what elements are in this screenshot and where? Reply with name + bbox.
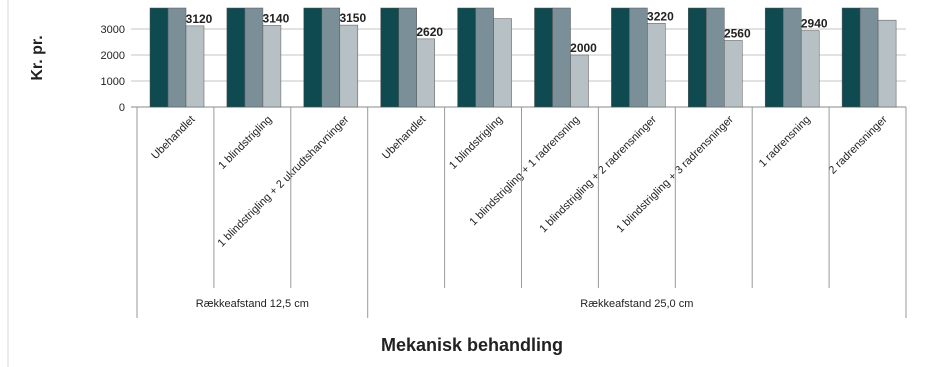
y-tick-label: 3000 bbox=[101, 24, 125, 36]
bar bbox=[244, 7, 264, 108]
category-dividers bbox=[136, 107, 907, 318]
data-label: 3220 bbox=[647, 9, 674, 23]
category-label: 1 radrensning bbox=[757, 114, 813, 170]
bar bbox=[398, 7, 417, 108]
category-label: Ubehandlet bbox=[380, 114, 428, 162]
data-label: 2940 bbox=[801, 17, 828, 31]
bar bbox=[706, 7, 725, 108]
bar bbox=[647, 23, 666, 108]
group-labels: Rækkeafstand 12,5 cm Rækkeafstand 25,0 cm bbox=[196, 298, 694, 310]
data-label: 2000 bbox=[570, 41, 597, 55]
bar bbox=[724, 40, 743, 108]
bar bbox=[841, 7, 861, 108]
bar bbox=[629, 7, 648, 108]
data-labels: 3120 3140 3150 2620 2000 3220 2560 2940 bbox=[186, 9, 828, 55]
group-label: Rækkeafstand 25,0 cm bbox=[580, 298, 693, 310]
bar bbox=[493, 18, 512, 108]
data-label: 3120 bbox=[186, 12, 213, 26]
y-tick-label: 2000 bbox=[101, 50, 125, 62]
bar bbox=[800, 30, 820, 108]
bar bbox=[303, 7, 323, 108]
category-label: 2 radrensninger bbox=[827, 113, 890, 176]
bar bbox=[534, 7, 553, 108]
bar bbox=[475, 7, 494, 108]
bar bbox=[321, 7, 341, 108]
bar bbox=[262, 25, 282, 108]
bar bbox=[226, 7, 246, 108]
bar bbox=[859, 7, 879, 108]
data-label: 3150 bbox=[339, 11, 366, 25]
category-label: 1 blindstrigling bbox=[216, 114, 274, 172]
bar bbox=[688, 7, 707, 108]
category-label: 1 blindstrigling + 2 ukrudtsharvninger bbox=[216, 113, 352, 249]
group-label: Rækkeafstand 12,5 cm bbox=[196, 298, 309, 310]
bar bbox=[457, 7, 476, 108]
category-label: 1 blindstrigling bbox=[447, 114, 505, 172]
bar bbox=[380, 7, 399, 108]
bar bbox=[782, 7, 802, 108]
y-tick-label: 0 bbox=[119, 102, 125, 114]
data-label: 2560 bbox=[724, 26, 751, 40]
y-axis-label: Kr. pr. bbox=[29, 35, 46, 80]
data-label: 2620 bbox=[416, 25, 443, 39]
bar bbox=[570, 54, 589, 108]
bar bbox=[416, 38, 435, 108]
bar bbox=[339, 24, 359, 108]
bar bbox=[552, 7, 571, 108]
category-label: Ubehandlet bbox=[149, 114, 197, 162]
y-tick-labels: 0 1000 2000 3000 bbox=[101, 24, 125, 114]
bar bbox=[185, 25, 205, 108]
y-tick-label: 1000 bbox=[101, 76, 125, 88]
bar bbox=[167, 7, 187, 108]
bars bbox=[149, 7, 897, 108]
data-label: 3140 bbox=[263, 11, 290, 25]
x-axis-label: Mekanisk behandling bbox=[381, 335, 563, 355]
bar bbox=[149, 7, 169, 108]
bar bbox=[764, 7, 784, 108]
bar bbox=[611, 7, 630, 108]
bar bbox=[877, 19, 897, 108]
